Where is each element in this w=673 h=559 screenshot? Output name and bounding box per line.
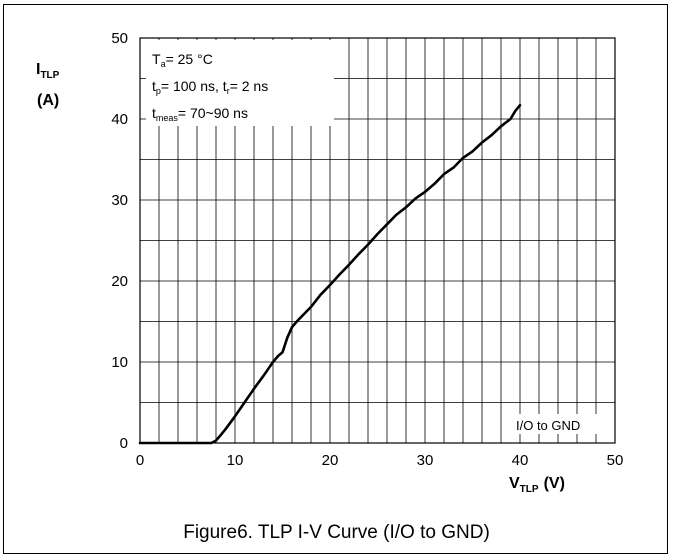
x-axis-label-sub: TLP: [520, 484, 539, 495]
x-tick-label: 0: [136, 452, 144, 469]
x-axis-label-main: V: [509, 475, 520, 492]
x-tick-label: 20: [322, 452, 339, 469]
plot-area-border: [139, 37, 616, 444]
figure-caption: Figure6. TLP I-V Curve (I/O to GND): [183, 522, 490, 543]
condition-tp-rest: = 100 ns, t: [161, 78, 227, 94]
condition-tp: tp= 100 ns, tr= 2 ns: [152, 78, 268, 96]
y-tick-label: 0: [120, 435, 128, 452]
condition-tp-sub: p: [156, 86, 161, 96]
series-line-io-to-gnd: [138, 103, 522, 445]
y-axis-label-main: I: [36, 61, 40, 78]
conditions-box: [146, 40, 334, 126]
condition-tmeas: tmeas= 70~90 ns: [152, 105, 248, 123]
y-axis-unit: (A): [37, 92, 59, 109]
x-tick-label: 50: [607, 452, 624, 469]
condition-ta: Ta= 25 °C: [152, 51, 213, 69]
x-tick-label: 40: [512, 452, 529, 469]
condition-tmeas-sub: meas: [156, 113, 179, 123]
y-tick-label: 20: [111, 273, 128, 290]
condition-ta-sub: a: [161, 59, 166, 69]
x-tick-label: 30: [417, 452, 434, 469]
condition-tmeas-main: t: [152, 105, 156, 121]
condition-tp-main: t: [152, 78, 156, 94]
series-label-background: [512, 414, 602, 434]
condition-ta-rest: = 25 °C: [166, 51, 213, 67]
x-tick-label: 10: [227, 452, 244, 469]
tick-labels: 0 10 20 30 40 50 0 10 20 30 40 50: [111, 30, 623, 469]
y-tick-label: 50: [111, 30, 128, 47]
y-axis-label: ITLP: [36, 61, 60, 81]
y-tick-label: 40: [111, 111, 128, 128]
series-label: I/O to GND: [516, 418, 580, 433]
condition-tmeas-rest: = 70~90 ns: [178, 105, 248, 121]
y-tick-label: 30: [111, 192, 128, 209]
condition-tr-sub: r: [227, 86, 230, 96]
y-axis-label-sub: TLP: [40, 70, 59, 81]
x-axis-label-unit: (V): [544, 475, 565, 492]
condition-tr-rest: = 2 ns: [230, 78, 269, 94]
condition-ta-main: T: [152, 51, 161, 67]
y-tick-label: 10: [111, 354, 128, 371]
x-axis-label: VTLP (V): [509, 475, 565, 495]
